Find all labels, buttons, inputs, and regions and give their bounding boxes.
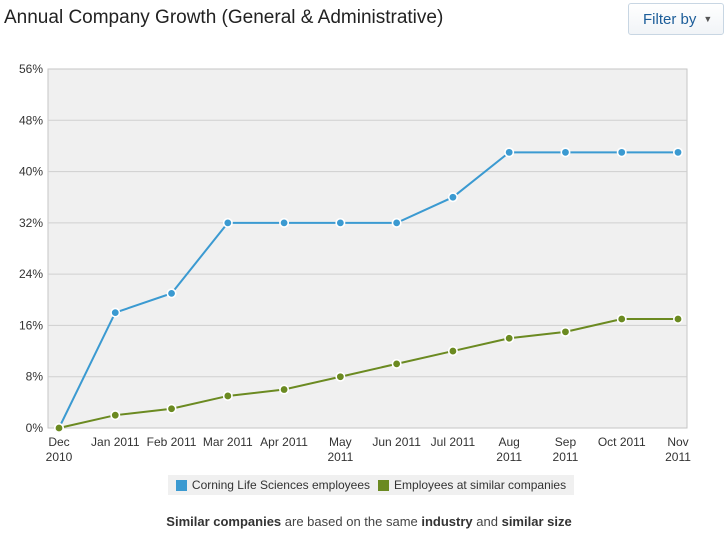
y-tick-label: 0% <box>26 421 44 435</box>
data-point[interactable] <box>504 333 515 344</box>
data-point[interactable] <box>166 288 177 299</box>
x-tick-label: Jul 2011 <box>431 435 476 449</box>
filter-by-label: Filter by <box>643 10 697 28</box>
data-point[interactable] <box>166 403 177 414</box>
y-tick-label: 8% <box>26 370 44 384</box>
growth-chart: 0% 8% 16% 24% 32% 40% 48% 56% Dec 2010 Jan 2011 Fe… <box>19 62 691 464</box>
x-tick-label: May 2011 <box>327 435 353 464</box>
data-point[interactable] <box>616 147 627 158</box>
y-tick-label: 40% <box>19 165 43 179</box>
x-tick-label: Nov 2011 <box>665 435 691 464</box>
legend-label: Employees at similar companies <box>394 478 567 492</box>
chevron-down-icon: ▼ <box>703 14 713 24</box>
series-line <box>58 151 678 429</box>
data-point[interactable] <box>672 314 683 325</box>
footnote: Similar companies are based on the same … <box>6 514 726 529</box>
x-tick-label: Jan 2011 <box>91 435 140 449</box>
legend-swatch <box>175 479 187 491</box>
y-tick-label: 16% <box>19 318 43 332</box>
data-point[interactable] <box>335 217 346 228</box>
legend-item[interactable]: Corning Life Sciences employees <box>175 478 371 492</box>
data-point[interactable] <box>672 147 683 158</box>
y-tick-label: 32% <box>19 216 43 230</box>
x-tick-label: Dec 2010 <box>46 435 73 464</box>
series-line <box>58 318 678 429</box>
plot-area <box>47 68 688 429</box>
legend-label: Corning Life Sciences employees <box>191 478 371 492</box>
data-point[interactable] <box>447 346 458 357</box>
legend-item[interactable]: Employees at similar companies <box>378 478 566 492</box>
x-tick-label: Jun 2011 <box>372 435 421 449</box>
y-tick-label: 24% <box>19 267 43 281</box>
data-point[interactable] <box>222 390 233 401</box>
x-tick-label: Sep 2011 <box>553 435 579 464</box>
legend: Corning Life Sciences employees Employees… <box>0 475 726 495</box>
data-point[interactable] <box>279 384 290 395</box>
data-point[interactable] <box>447 192 458 203</box>
data-point[interactable] <box>560 326 571 337</box>
data-point[interactable] <box>222 217 233 228</box>
data-point[interactable] <box>279 217 290 228</box>
x-tick-label: Feb 2011 <box>147 435 197 449</box>
data-point[interactable] <box>110 307 121 318</box>
data-point[interactable] <box>616 314 627 325</box>
data-point[interactable] <box>110 410 121 421</box>
data-point[interactable] <box>504 147 515 158</box>
data-point[interactable] <box>391 217 402 228</box>
footnote-bold-industry: industry <box>421 514 473 529</box>
x-tick-label: Apr 2011 <box>260 435 308 449</box>
data-point[interactable] <box>560 147 571 158</box>
x-tick-label: Aug 2011 <box>496 435 522 464</box>
chart-title: Annual Company Growth (General & Adminis… <box>4 7 444 28</box>
data-point[interactable] <box>53 422 64 433</box>
footnote-text: are based on the same <box>281 514 422 529</box>
footnote-text: and <box>472 514 502 529</box>
x-tick-label: Mar 2011 <box>203 435 253 449</box>
y-tick-label: 56% <box>19 62 43 76</box>
y-tick-label: 48% <box>19 113 43 127</box>
filter-by-button[interactable]: Filter by ▼ <box>628 3 724 35</box>
data-point[interactable] <box>335 371 346 382</box>
footnote-bold-similar-companies: Similar companies <box>166 514 282 529</box>
legend-swatch <box>378 479 390 491</box>
data-point[interactable] <box>391 358 402 369</box>
x-tick-label: Oct 2011 <box>598 435 646 449</box>
footnote-bold-similar-size: similar size <box>501 514 572 529</box>
